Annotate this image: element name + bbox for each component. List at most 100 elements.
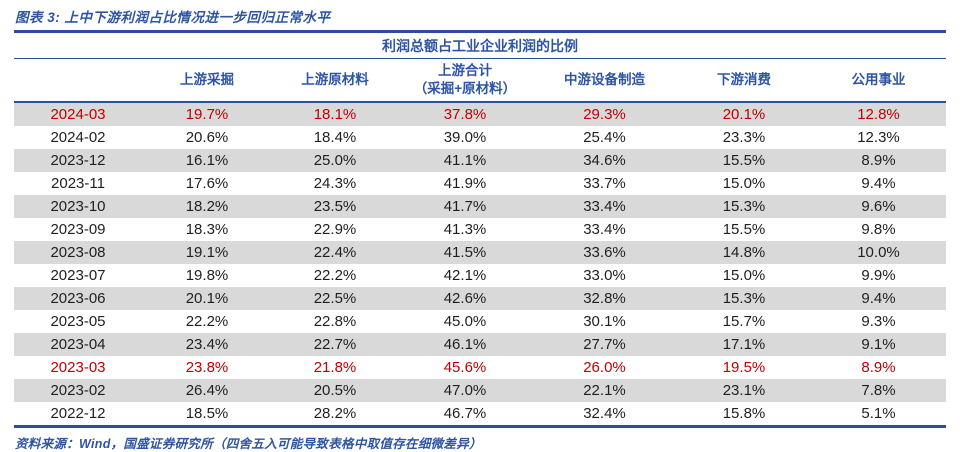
row-value: 20.1%	[142, 287, 272, 310]
row-value: 18.2%	[142, 195, 272, 218]
row-date: 2023-07	[50, 267, 106, 284]
row-value: 9.8%	[861, 221, 896, 238]
table-row: 2023-12 16.1% 25.0% 41.1% 34.6% 15.5% 8.9%	[14, 149, 946, 172]
row-date: 2024-03	[14, 102, 142, 126]
table-body: 2024-03 19.7% 18.1% 37.8% 29.3% 20.1% 12.8% 202…	[14, 102, 946, 425]
row-date: 2022-12	[50, 405, 106, 422]
column-header-label: 上游合计	[438, 63, 492, 79]
row-value: 5.1%	[861, 405, 896, 422]
column-header-upstream-materials: 上游原材料	[272, 58, 398, 103]
row-value: 23.1%	[677, 379, 811, 402]
row-value: 23.4%	[142, 333, 272, 356]
row-value: 33.0%	[583, 267, 626, 284]
row-date: 2023-11	[51, 175, 105, 192]
table-row: 2023-04 23.4% 22.7% 46.1% 27.7% 17.1% 9.1%	[14, 333, 946, 356]
row-value: 41.9%	[443, 175, 487, 192]
row-value: 19.5%	[722, 359, 766, 376]
column-header-row: 上游采掘 上游原材料 上游合计 （采掘+原材料） 中游设备制造 下游消费 公用事…	[14, 58, 946, 103]
table-row: 2024-02 20.6% 18.4% 39.0% 25.4% 23.3% 12.3%	[14, 126, 946, 149]
table-row: 2023-07 19.8% 22.2% 42.1% 33.0% 15.0% 9.9%	[14, 264, 946, 287]
row-value: 9.6%	[811, 195, 946, 218]
row-value: 19.1%	[142, 241, 272, 264]
row-value: 41.1%	[398, 149, 532, 172]
table-row: 2024-03 19.7% 18.1% 37.8% 29.3% 20.1% 12.8%	[14, 102, 946, 126]
row-value: 8.9%	[811, 149, 946, 172]
row-value: 22.5%	[272, 287, 398, 310]
row-value: 47.0%	[398, 379, 532, 402]
row-value: 9.4%	[861, 175, 896, 192]
table-caption: 利润总额占工业企业利润的比例	[14, 33, 946, 59]
row-value: 26.4%	[142, 379, 272, 402]
row-date: 2024-02	[50, 129, 106, 146]
row-value: 15.7%	[722, 313, 766, 330]
row-value: 20.6%	[185, 129, 229, 146]
column-header-sublabel: （采掘+原材料）	[413, 81, 517, 96]
row-value: 9.3%	[861, 313, 896, 330]
column-header-downstream-consumption: 下游消费	[677, 58, 811, 103]
row-value: 23.5%	[272, 195, 398, 218]
column-header-upstream-mining: 上游采掘	[142, 58, 272, 103]
row-value: 33.4%	[532, 195, 677, 218]
table-row: 2023-08 19.1% 22.4% 41.5% 33.6% 14.8% 10.0%	[14, 241, 946, 264]
row-value: 19.8%	[185, 267, 229, 284]
row-value: 15.5%	[722, 221, 766, 238]
row-value: 15.3%	[677, 287, 811, 310]
row-value: 8.9%	[861, 359, 896, 376]
row-value: 41.5%	[398, 241, 532, 264]
row-value: 23.8%	[185, 359, 229, 376]
source-note: 资料来源：Wind，国盛证券研究所（四舍五入可能导致表格中取值存在细微差异）	[15, 437, 482, 451]
row-value: 16.1%	[142, 149, 272, 172]
row-value: 24.3%	[313, 175, 357, 192]
row-value: 17.1%	[677, 333, 811, 356]
row-value: 23.3%	[722, 129, 766, 146]
row-value: 26.0%	[583, 359, 626, 376]
row-value: 15.3%	[677, 195, 811, 218]
table-row: 2023-05 22.2% 22.8% 45.0% 30.1% 15.7% 9.3%	[14, 310, 946, 333]
row-value: 22.2%	[313, 267, 357, 284]
row-value: 42.6%	[398, 287, 532, 310]
row-value: 20.1%	[677, 102, 811, 126]
row-value: 41.3%	[443, 221, 487, 238]
column-header-label: 上游原材料	[301, 72, 369, 88]
column-header-utilities: 公用事业	[811, 58, 946, 103]
row-value: 28.2%	[313, 405, 357, 422]
row-value: 22.7%	[272, 333, 398, 356]
row-value: 22.9%	[313, 221, 357, 238]
column-header-label: 上游采掘	[180, 72, 234, 88]
row-value: 15.0%	[722, 267, 766, 284]
row-value: 12.3%	[857, 129, 900, 146]
row-value: 14.8%	[677, 241, 811, 264]
table-row: 2023-10 18.2% 23.5% 41.7% 33.4% 15.3% 9.6%	[14, 195, 946, 218]
column-header-midstream-equipment: 中游设备制造	[532, 58, 677, 103]
row-value: 37.8%	[398, 102, 532, 126]
row-date: 2023-06	[14, 287, 142, 310]
row-value: 33.7%	[583, 175, 626, 192]
table-caption-row: 利润总额占工业企业利润的比例	[14, 33, 946, 59]
row-value: 9.1%	[811, 333, 946, 356]
figure-title: 图表 3: 上中下游利润占比情况进一步回归正常水平	[15, 10, 331, 25]
row-value: 29.3%	[532, 102, 677, 126]
row-value: 15.8%	[722, 405, 766, 422]
row-value: 45.6%	[443, 359, 487, 376]
table-row: 2023-03 23.8% 21.8% 45.6% 26.0% 19.5% 8.9%	[14, 356, 946, 379]
row-value: 18.4%	[313, 129, 357, 146]
row-value: 19.7%	[142, 102, 272, 126]
row-value: 20.5%	[272, 379, 398, 402]
row-value: 12.8%	[811, 102, 946, 126]
column-header-upstream-total: 上游合计 （采掘+原材料）	[398, 58, 532, 103]
row-value: 18.5%	[185, 405, 229, 422]
row-value: 22.8%	[313, 313, 357, 330]
table-row: 2022-12 18.5% 28.2% 46.7% 32.4% 15.8% 5.1%	[14, 402, 946, 425]
row-date: 2023-02	[14, 379, 142, 402]
column-header-label: 公用事业	[851, 72, 906, 88]
row-value: 22.2%	[185, 313, 229, 330]
row-value: 33.6%	[532, 241, 677, 264]
date-column-header	[14, 58, 142, 103]
row-date: 2023-03	[50, 359, 106, 376]
row-value: 7.8%	[811, 379, 946, 402]
column-header-label: 下游消费	[717, 72, 771, 88]
top-rule	[14, 30, 946, 33]
row-date: 2023-09	[50, 221, 106, 238]
row-value: 46.7%	[443, 405, 487, 422]
